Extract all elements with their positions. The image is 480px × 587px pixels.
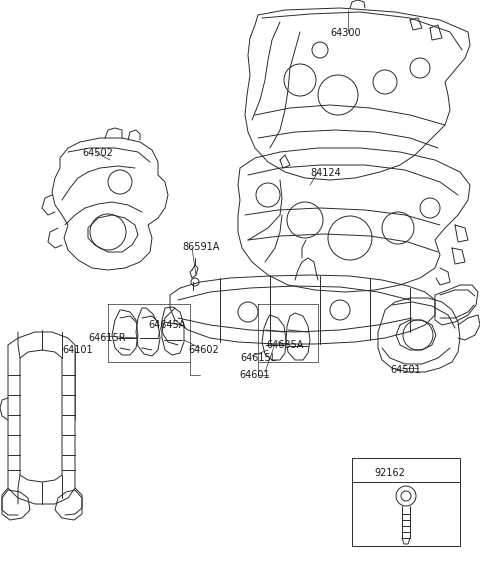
Text: 92162: 92162 (374, 468, 406, 478)
Text: 64602: 64602 (188, 345, 219, 355)
Text: 64615L: 64615L (240, 353, 276, 363)
Text: 86591A: 86591A (182, 242, 219, 252)
Bar (352, 458, 460, 546)
Text: 64615R: 64615R (88, 333, 126, 343)
Text: 64101: 64101 (62, 345, 93, 355)
Text: 64645A: 64645A (148, 320, 185, 330)
Text: 64635A: 64635A (266, 340, 303, 350)
Text: 84124: 84124 (310, 168, 341, 178)
Text: 64502: 64502 (82, 148, 113, 158)
Text: 64300: 64300 (330, 28, 360, 38)
Text: 64601: 64601 (240, 370, 270, 380)
Text: 64501: 64501 (390, 365, 421, 375)
